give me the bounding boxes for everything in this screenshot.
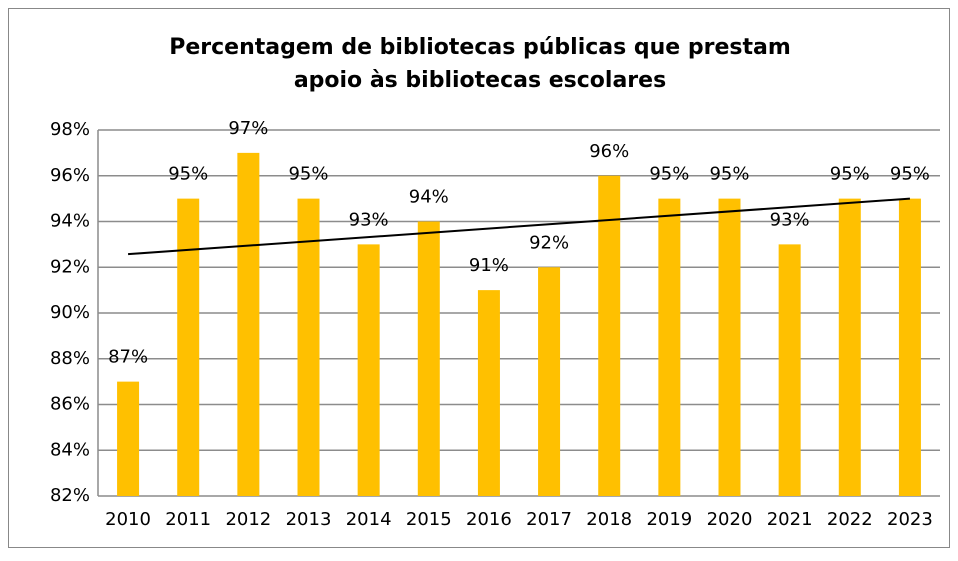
y-tick-label: 98% bbox=[50, 119, 90, 140]
value-label: 91% bbox=[469, 255, 509, 276]
bar bbox=[477, 290, 500, 496]
bar bbox=[177, 198, 200, 496]
x-tick-label: 2019 bbox=[646, 509, 692, 530]
y-tick-label: 96% bbox=[50, 165, 90, 186]
x-tick-label: 2020 bbox=[707, 509, 753, 530]
y-tick-label: 92% bbox=[50, 256, 90, 277]
value-label: 95% bbox=[288, 164, 328, 185]
y-tick-label: 94% bbox=[50, 211, 90, 232]
trend-line bbox=[128, 197, 910, 256]
value-label: 95% bbox=[890, 164, 930, 185]
bar bbox=[838, 198, 861, 496]
bar bbox=[658, 198, 681, 496]
x-tick-label: 2012 bbox=[225, 509, 271, 530]
value-label: 87% bbox=[108, 347, 148, 368]
x-tick-label: 2013 bbox=[286, 509, 332, 530]
bar bbox=[778, 244, 801, 496]
x-tick-label: 2014 bbox=[346, 509, 392, 530]
value-label: 95% bbox=[649, 164, 689, 185]
x-tick-label: 2016 bbox=[466, 509, 512, 530]
y-tick-label: 84% bbox=[50, 439, 90, 460]
value-label: 94% bbox=[409, 187, 449, 208]
bar bbox=[538, 267, 561, 496]
bar bbox=[898, 198, 921, 496]
value-label: 92% bbox=[529, 232, 569, 253]
chart-title: Percentagem de bibliotecas públicas que … bbox=[169, 35, 791, 60]
value-label: 95% bbox=[168, 164, 208, 185]
x-tick-label: 2010 bbox=[105, 509, 151, 530]
value-label: 93% bbox=[349, 209, 389, 230]
x-tick-label: 2022 bbox=[827, 509, 873, 530]
bar bbox=[237, 152, 260, 496]
bar bbox=[598, 175, 621, 496]
x-tick-label: 2023 bbox=[887, 509, 933, 530]
value-label: 97% bbox=[228, 118, 268, 139]
chart-title: apoio às bibliotecas escolares bbox=[294, 68, 666, 93]
value-label: 96% bbox=[589, 141, 629, 162]
x-tick-label: 2015 bbox=[406, 509, 452, 530]
x-tick-label: 2018 bbox=[586, 509, 632, 530]
y-tick-label: 82% bbox=[50, 485, 90, 506]
y-tick-label: 90% bbox=[50, 302, 90, 323]
value-label: 93% bbox=[770, 209, 810, 230]
bar bbox=[718, 198, 741, 496]
y-tick-label: 86% bbox=[50, 394, 90, 415]
bar bbox=[297, 198, 320, 496]
bar bbox=[417, 221, 440, 496]
value-label: 95% bbox=[830, 164, 870, 185]
value-label: 95% bbox=[709, 164, 749, 185]
bar bbox=[357, 244, 380, 496]
y-tick-label: 88% bbox=[50, 348, 90, 369]
x-tick-label: 2021 bbox=[767, 509, 813, 530]
x-tick-label: 2017 bbox=[526, 509, 572, 530]
bar bbox=[117, 381, 140, 496]
x-tick-label: 2011 bbox=[165, 509, 211, 530]
